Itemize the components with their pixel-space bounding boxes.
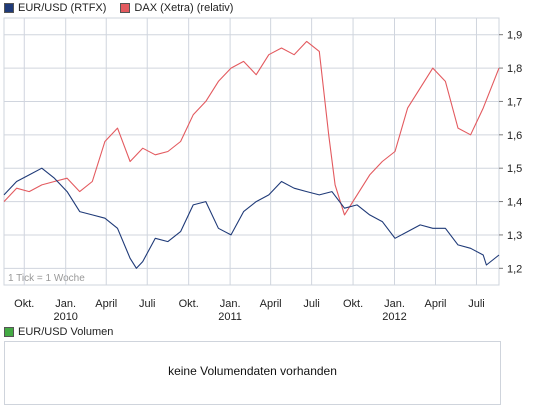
y-tick-label: 1,3: [507, 230, 522, 242]
volume-legend: EUR/USD Volumen: [4, 326, 113, 338]
x-year-label: 2011: [218, 311, 242, 323]
x-tick-label: Juli: [303, 298, 320, 310]
x-year-label: 2010: [53, 311, 77, 323]
volume-panel: keine Volumendaten vorhanden: [4, 341, 501, 405]
eur-swatch-icon: [4, 3, 14, 13]
legend-item-eur: EUR/USD (RTFX): [4, 2, 106, 14]
x-tick-label: Jan.: [55, 298, 76, 310]
x-tick-label: Okt.: [343, 298, 363, 310]
series-layer: [3, 40, 500, 269]
x-tick-label: Okt.: [179, 298, 199, 310]
x-tick-label: Jan.: [220, 298, 241, 310]
x-year-label: 2012: [382, 311, 406, 323]
y-tick-label: 1,8: [507, 63, 522, 75]
x-tick-label: Juli: [139, 298, 156, 310]
y-tick-label: 1,6: [507, 130, 522, 142]
x-tick-label: April: [260, 298, 282, 310]
y-tick-label: 1,5: [507, 163, 522, 175]
grid: [4, 18, 499, 285]
dax-swatch-icon: [120, 3, 131, 13]
x-tick-label: April: [424, 298, 446, 310]
price-chart: 1,21,31,41,51,61,71,81,9 Okt. Jan.2010Apr…: [3, 17, 522, 323]
dax-series-line: [3, 40, 500, 216]
legend-item-dax: DAX (Xetra) (relativ): [120, 2, 233, 14]
x-tick-label: Jan.: [384, 298, 405, 310]
plot-area: [3, 17, 500, 286]
tick-note: 1 Tick = 1 Woche: [8, 273, 85, 284]
volume-message: keine Volumendaten vorhanden: [168, 364, 337, 378]
volume-swatch-icon: [4, 327, 14, 337]
x-tick-label: April: [95, 298, 117, 310]
x-tick-label: Okt.: [14, 298, 34, 310]
y-tick-label: 1,2: [507, 263, 522, 275]
y-tick-label: 1,4: [507, 197, 522, 209]
chart-legend: EUR/USD (RTFX) DAX (Xetra) (relativ): [4, 2, 233, 14]
y-axis: 1,2 1,3 1,4 1,5 1,6 1,7 1,8 1,9: [499, 30, 522, 275]
legend-label-eur: EUR/USD (RTFX): [18, 2, 107, 14]
y-tick-label: 1,7: [507, 96, 522, 108]
eur-series-line: [3, 167, 500, 269]
x-tick-label: Juli: [468, 298, 485, 310]
volume-legend-label: EUR/USD Volumen: [18, 326, 114, 338]
y-tick-label: 1,9: [507, 30, 522, 42]
legend-label-dax: DAX (Xetra) (relativ): [134, 2, 234, 14]
